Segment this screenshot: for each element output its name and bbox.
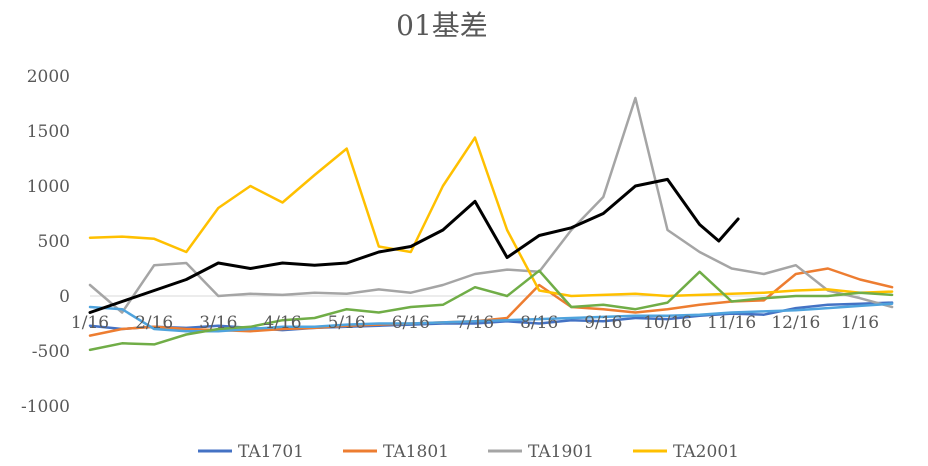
x-tick-label: 7/16 <box>456 313 494 333</box>
x-tick-label: 11/16 <box>707 313 756 333</box>
series-line-ta2001 <box>88 136 894 298</box>
y-tick-label: 2000 <box>27 67 70 87</box>
y-tick-label: -500 <box>32 342 70 362</box>
x-tick-label: 10/16 <box>643 313 692 333</box>
y-tick-label: 500 <box>38 232 70 252</box>
x-tick-label: 2/16 <box>135 313 173 333</box>
y-tick-label: -1000 <box>21 397 70 417</box>
y-axis: -1000 -500 0 500 1000 1500 2000 <box>21 67 70 417</box>
x-tick-label: 12/16 <box>771 313 820 333</box>
y-tick-label: 1500 <box>27 122 70 142</box>
series-line-unlabeled-4 <box>88 302 894 333</box>
legend-label: TA2001 <box>673 442 739 462</box>
legend-label: TA1701 <box>238 442 304 462</box>
series-line-ta1701 <box>88 301 894 332</box>
x-tick-label: 1/16 <box>841 313 879 333</box>
legend-label: TA1801 <box>383 442 449 462</box>
series-line-unlabeled-5 <box>88 269 894 352</box>
x-tick-label: 3/16 <box>199 313 237 333</box>
x-tick-label: 5/16 <box>328 313 366 333</box>
y-tick-label: 1000 <box>27 177 70 197</box>
x-tick-label: 8/16 <box>520 313 558 333</box>
series-line-unlabeled-6 <box>88 177 740 314</box>
x-axis: 1/16 2/16 3/16 4/16 5/16 6/16 7/16 8/16 9/16 10/1… <box>71 313 879 333</box>
y-tick-label: 0 <box>59 287 70 307</box>
x-tick-label: 4/16 <box>263 313 301 333</box>
chart-title: 01基差 <box>396 9 488 42</box>
plot-area <box>88 96 894 352</box>
x-tick-label: 1/16 <box>71 313 109 333</box>
legend: TA1701 TA1801 TA1901 TA2001 <box>198 442 739 462</box>
series-line-ta1901 <box>88 96 894 314</box>
legend-label: TA1901 <box>528 442 594 462</box>
x-tick-label: 6/16 <box>392 313 430 333</box>
x-tick-label: 9/16 <box>584 313 622 333</box>
